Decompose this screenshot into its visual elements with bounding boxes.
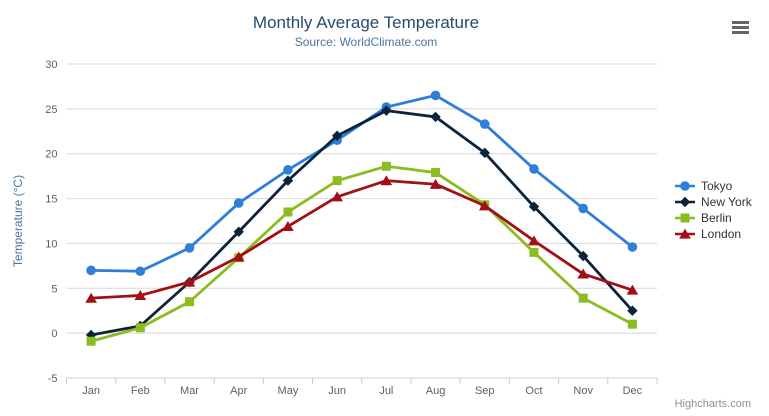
y-axis-title: Temperature (°C) (11, 175, 25, 267)
svg-text:Jun: Jun (328, 385, 346, 397)
legend-item-label: London (701, 227, 742, 241)
svg-text:Apr: Apr (230, 385, 247, 397)
chart-subtitle: Source: WorldClimate.com (294, 35, 438, 49)
svg-text:20: 20 (45, 149, 57, 161)
export-menu-button[interactable] (731, 20, 750, 35)
svg-text:Jul: Jul (379, 385, 393, 397)
legend-item-label: Tokyo (701, 179, 733, 193)
svg-text:25: 25 (45, 104, 57, 116)
legend-item-berlin[interactable]: Berlin (674, 212, 752, 224)
svg-text:10: 10 (45, 238, 57, 250)
legend-marker-icon (675, 181, 695, 191)
svg-text:Sep: Sep (475, 385, 495, 397)
legend-marker-icon (675, 196, 695, 208)
svg-text:Feb: Feb (131, 385, 150, 397)
legend: Tokyo New York Berlin London (674, 180, 752, 240)
svg-text:Jan: Jan (82, 385, 100, 397)
svg-text:0: 0 (51, 328, 57, 340)
legend-marker-icon (675, 228, 695, 239)
credits-link[interactable]: Highcharts.com (674, 398, 751, 410)
hamburger-icon (732, 26, 749, 29)
legend-item-label: Berlin (701, 211, 732, 225)
chart-title: Monthly Average Temperature (252, 13, 480, 32)
svg-text:Aug: Aug (426, 385, 446, 397)
svg-text:30: 30 (45, 59, 57, 71)
svg-text:5: 5 (51, 283, 57, 295)
svg-text:Oct: Oct (525, 385, 542, 397)
hamburger-icon (732, 31, 749, 34)
legend-item-london[interactable]: London (674, 228, 752, 240)
svg-text:Mar: Mar (180, 385, 199, 397)
legend-marker-icon (675, 213, 695, 223)
x-axis-labels: Jan Feb Mar Apr May Jun Jul Aug Sep Oct Nov Dec (82, 385, 642, 397)
series-london[interactable] (85, 175, 639, 303)
svg-text:-5: -5 (48, 373, 58, 385)
series-new-york[interactable] (85, 105, 638, 341)
legend-item-tokyo[interactable]: Tokyo (674, 180, 752, 192)
svg-text:Dec: Dec (623, 385, 643, 397)
svg-text:Nov: Nov (573, 385, 593, 397)
hamburger-icon (732, 21, 749, 24)
series-tokyo[interactable] (86, 90, 638, 277)
y-axis-labels: -5 0 5 10 15 20 25 30 (45, 59, 57, 385)
svg-text:15: 15 (45, 194, 57, 206)
legend-item-new-york[interactable]: New York (674, 196, 752, 208)
svg-text:May: May (278, 385, 299, 397)
x-axis (66, 377, 658, 384)
legend-item-label: New York (701, 195, 752, 209)
